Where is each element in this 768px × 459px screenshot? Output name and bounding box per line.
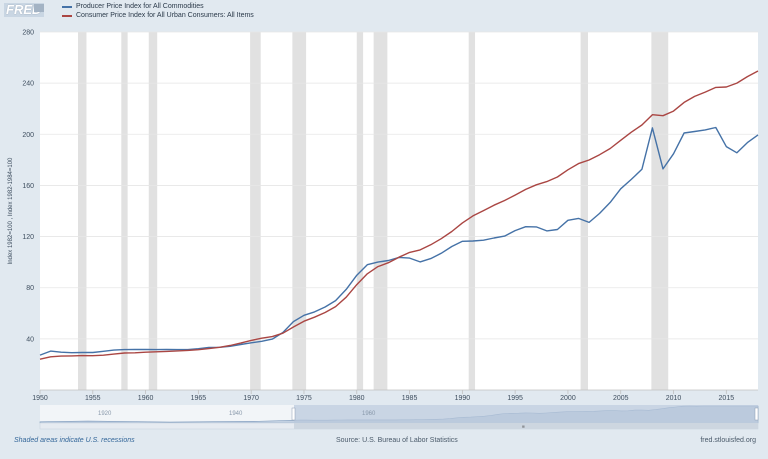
x-tick-label: 1960 bbox=[138, 395, 154, 402]
source-note: Source: U.S. Bureau of Labor Statistics bbox=[336, 437, 458, 444]
recession-band bbox=[373, 32, 388, 390]
navigator-label-1920: 1920 bbox=[98, 411, 112, 417]
recession-band bbox=[356, 32, 364, 390]
x-tick-label: 1990 bbox=[455, 395, 471, 402]
y-tick-label: 160 bbox=[22, 183, 34, 190]
navigator-left-handle[interactable] bbox=[291, 407, 296, 421]
x-tick-label: 1955 bbox=[85, 395, 101, 402]
x-tick-label: 2000 bbox=[560, 395, 576, 402]
x-tick-label: 1980 bbox=[349, 395, 365, 402]
navigator-selection[interactable] bbox=[294, 405, 758, 423]
y-tick-label: 240 bbox=[22, 81, 34, 88]
x-tick-label: 2010 bbox=[666, 395, 682, 402]
x-tick-label: 1950 bbox=[32, 395, 48, 402]
navigator-label-1960: 1960 bbox=[362, 411, 376, 417]
x-tick-label: 2005 bbox=[613, 395, 629, 402]
recession-band bbox=[250, 32, 261, 390]
legend-swatch-cpi bbox=[62, 14, 72, 17]
legend-item-cpi[interactable]: Consumer Price Index for All Urban Consu… bbox=[62, 11, 254, 20]
recession-band bbox=[78, 32, 87, 390]
fred-graph-icon bbox=[34, 4, 44, 12]
navigator-scrollbar-thumb[interactable] bbox=[294, 423, 758, 429]
y-axis-label: Index 1982=100 , Index 1982-1984=100 bbox=[8, 157, 14, 264]
recession-band bbox=[148, 32, 158, 390]
y-tick-label: 200 bbox=[22, 132, 34, 139]
chart-legend: Producer Price Index for All Commodities… bbox=[62, 2, 254, 20]
legend-label-ppi: Producer Price Index for All Commodities bbox=[76, 3, 204, 10]
x-tick-label: 1985 bbox=[402, 395, 418, 402]
y-tick-label: 40 bbox=[26, 336, 34, 343]
y-tick-label: 80 bbox=[26, 285, 34, 292]
recession-bands bbox=[78, 32, 669, 390]
y-tick-label: 280 bbox=[22, 30, 34, 37]
x-tick-label: 1975 bbox=[296, 395, 312, 402]
legend-item-ppi[interactable]: Producer Price Index for All Commodities bbox=[62, 2, 254, 11]
series-lines bbox=[39, 70, 759, 360]
legend-swatch-ppi bbox=[62, 5, 72, 8]
scrollbar-grip-icon: ≡ bbox=[522, 425, 525, 431]
navigator-label-1940: 1940 bbox=[229, 411, 243, 417]
site-link[interactable]: fred.stlouisfed.org bbox=[700, 437, 756, 444]
navigator-right-handle[interactable] bbox=[754, 407, 759, 421]
fred-logo-text: FRED bbox=[6, 2, 42, 17]
legend-label-cpi: Consumer Price Index for All Urban Consu… bbox=[76, 12, 254, 19]
x-tick-label: 1970 bbox=[243, 395, 259, 402]
recessions-note: Shaded areas indicate U.S. recessions bbox=[14, 437, 135, 444]
series-line-cpi[interactable] bbox=[39, 70, 759, 360]
recession-band bbox=[121, 32, 128, 390]
recession-band bbox=[580, 32, 589, 390]
recession-band bbox=[651, 32, 669, 390]
x-tick-label: 1995 bbox=[507, 395, 523, 402]
recession-band bbox=[468, 32, 476, 390]
x-tick-labels: 1950 1955 1960 1965 1970 1975 1980 1985 1990 1995… bbox=[32, 390, 734, 402]
y-tick-label: 120 bbox=[22, 234, 34, 241]
grid-lines bbox=[40, 31, 758, 391]
plot-area bbox=[40, 32, 758, 390]
recession-band bbox=[292, 32, 307, 390]
x-tick-label: 2015 bbox=[719, 395, 735, 402]
x-tick-label: 1965 bbox=[191, 395, 207, 402]
y-tick-labels: 40 80 120 160 200 240 280 bbox=[22, 30, 34, 344]
